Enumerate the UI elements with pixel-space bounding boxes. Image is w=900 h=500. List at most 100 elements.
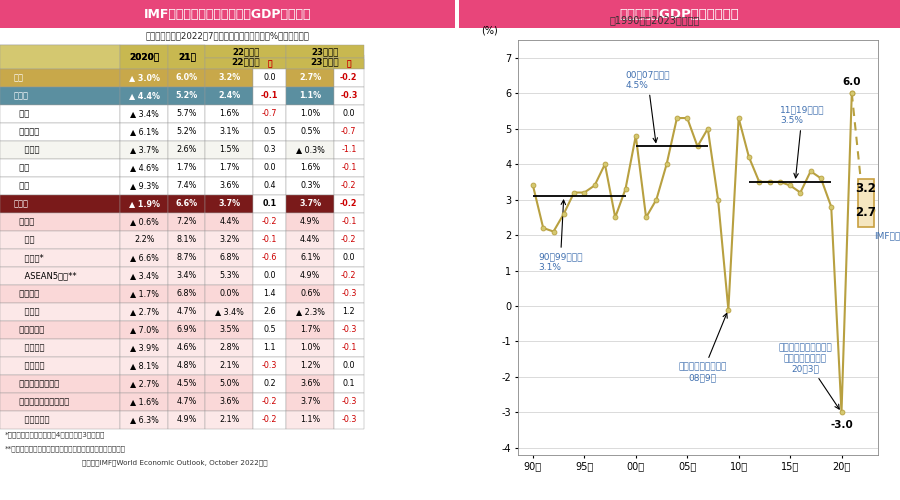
Text: アジア: アジア: [14, 218, 34, 226]
Bar: [253, 303, 286, 321]
Text: 0.5: 0.5: [264, 326, 276, 334]
Bar: [121, 87, 168, 105]
Bar: [121, 45, 168, 69]
Bar: [286, 59, 334, 69]
Text: 1.4: 1.4: [264, 290, 276, 298]
Text: 世界の実質GDP成長率の推移: 世界の実質GDP成長率の推移: [619, 8, 740, 20]
Text: 3.6%: 3.6%: [220, 398, 239, 406]
Bar: [121, 195, 168, 213]
Bar: [0, 249, 121, 267]
Text: ロシア: ロシア: [14, 308, 39, 316]
Text: **インドネシア、マレーシア、フィリピン、タイ、ベトナム: **インドネシア、マレーシア、フィリピン、タイ、ベトナム: [4, 446, 125, 452]
Text: IMF予測: IMF予測: [874, 232, 900, 240]
Bar: [205, 231, 253, 249]
Bar: [286, 69, 334, 87]
Bar: [205, 55, 286, 69]
Text: ▲ 3.4%: ▲ 3.4%: [130, 110, 158, 118]
Bar: [286, 357, 334, 375]
Bar: [253, 105, 286, 123]
Bar: [334, 105, 364, 123]
Text: 1.7%: 1.7%: [219, 164, 239, 172]
Bar: [253, 375, 286, 393]
Text: 6.1%: 6.1%: [300, 254, 320, 262]
Text: -0.3: -0.3: [341, 290, 356, 298]
Text: -0.3: -0.3: [341, 416, 356, 424]
Text: 3.7%: 3.7%: [299, 200, 321, 208]
Text: ブラジル: ブラジル: [14, 344, 44, 352]
Text: 3.2%: 3.2%: [219, 236, 239, 244]
Text: -0.3: -0.3: [341, 326, 356, 334]
Bar: [205, 213, 253, 231]
Text: 00～07年平均
4.5%: 00～07年平均 4.5%: [626, 70, 670, 142]
Bar: [334, 141, 364, 159]
Text: 23年予測: 23年予測: [311, 47, 338, 56]
Bar: [205, 321, 253, 339]
Bar: [286, 375, 334, 393]
Bar: [205, 177, 253, 195]
Bar: [286, 45, 364, 58]
Bar: [0, 87, 121, 105]
Text: ▲ 7.0%: ▲ 7.0%: [130, 326, 158, 334]
Bar: [334, 249, 364, 267]
Bar: [334, 58, 364, 69]
Text: 差: 差: [267, 60, 272, 68]
Bar: [253, 141, 286, 159]
Bar: [334, 231, 364, 249]
Text: 3.1%: 3.1%: [220, 128, 239, 136]
Text: -0.2: -0.2: [262, 218, 277, 226]
Bar: [205, 303, 253, 321]
Text: 4.4%: 4.4%: [220, 218, 239, 226]
Bar: [334, 357, 364, 375]
Text: 1.0%: 1.0%: [300, 344, 320, 352]
Bar: [168, 411, 205, 429]
Text: 22年予測: 22年予測: [231, 58, 260, 66]
Text: 6.0%: 6.0%: [176, 74, 198, 82]
Bar: [121, 375, 168, 393]
Bar: [253, 69, 286, 87]
Text: 22年予測: 22年予測: [232, 47, 259, 56]
Bar: [286, 55, 364, 69]
Text: ▲ 9.3%: ▲ 9.3%: [130, 182, 158, 190]
Text: 1.2%: 1.2%: [300, 362, 320, 370]
Bar: [168, 339, 205, 357]
Text: 2.8%: 2.8%: [219, 344, 239, 352]
Bar: [168, 69, 205, 87]
Bar: [286, 58, 334, 69]
Bar: [253, 339, 286, 357]
Bar: [205, 375, 253, 393]
Text: 6.8%: 6.8%: [220, 254, 239, 262]
Text: 6.8%: 6.8%: [176, 290, 197, 298]
Bar: [286, 249, 334, 267]
Text: -0.2: -0.2: [341, 182, 356, 190]
Bar: [253, 231, 286, 249]
Bar: [168, 267, 205, 285]
Text: ▲ 6.6%: ▲ 6.6%: [130, 254, 158, 262]
Text: -0.1: -0.1: [341, 344, 356, 352]
Bar: [121, 249, 168, 267]
Text: 23年予測: 23年予測: [310, 58, 339, 66]
Text: 先進国: 先進国: [14, 92, 29, 100]
Text: ▲ 4.6%: ▲ 4.6%: [130, 164, 158, 172]
Text: ASEAN5ヵ国**: ASEAN5ヵ国**: [14, 272, 76, 280]
Bar: [205, 339, 253, 357]
Bar: [334, 59, 364, 69]
Bar: [0, 177, 121, 195]
Text: ユーロ圈: ユーロ圈: [14, 128, 39, 136]
Text: ▲ 1.7%: ▲ 1.7%: [130, 290, 158, 298]
Text: -0.1: -0.1: [262, 236, 277, 244]
Text: -0.7: -0.7: [262, 110, 277, 118]
Bar: [0, 267, 121, 285]
Text: 1.6%: 1.6%: [220, 110, 239, 118]
Bar: [286, 393, 334, 411]
Text: 米国: 米国: [14, 110, 29, 118]
Text: 2.6%: 2.6%: [176, 146, 197, 154]
Bar: [168, 213, 205, 231]
Text: ▲ 3.7%: ▲ 3.7%: [130, 146, 158, 154]
Text: 2.1%: 2.1%: [219, 416, 239, 424]
Bar: [286, 159, 334, 177]
Bar: [121, 303, 168, 321]
Text: ▲ 6.3%: ▲ 6.3%: [130, 416, 158, 424]
Text: インド*: インド*: [14, 254, 43, 262]
Bar: [168, 231, 205, 249]
Bar: [334, 195, 364, 213]
